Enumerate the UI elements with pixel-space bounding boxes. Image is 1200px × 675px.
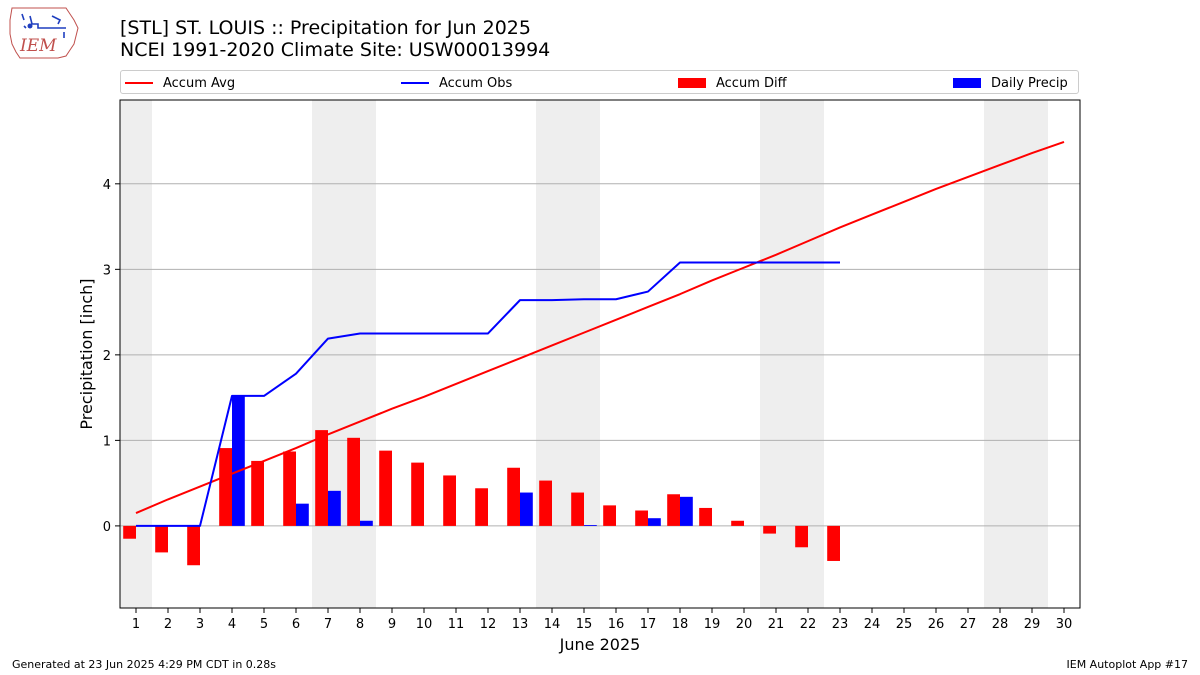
daily-precip-bar bbox=[328, 490, 341, 526]
legend-item-accum-avg: Accum Avg bbox=[125, 74, 235, 92]
accum-avg-line bbox=[135, 140, 1065, 514]
legend-swatch-accum-diff bbox=[678, 78, 706, 88]
x-tick-label: 11 bbox=[448, 617, 465, 632]
accum-diff-bar bbox=[539, 480, 552, 526]
x-tick-label: 19 bbox=[704, 617, 721, 632]
legend-swatch-accum-avg bbox=[125, 82, 153, 84]
x-tick-label: 13 bbox=[512, 617, 529, 632]
accum-diff-bar bbox=[635, 510, 648, 526]
x-tick-label: 26 bbox=[928, 617, 945, 632]
x-tick-label: 16 bbox=[608, 617, 625, 632]
legend-label-accum-obs: Accum Obs bbox=[439, 75, 513, 91]
accum-diff-bar bbox=[347, 437, 360, 526]
legend-label-accum-diff: Accum Diff bbox=[716, 75, 787, 91]
y-tick-label: 3 bbox=[103, 263, 111, 278]
x-tick-label: 2 bbox=[164, 617, 172, 632]
chart-title: [STL] ST. LOUIS :: Precipitation for Jun… bbox=[120, 17, 531, 39]
daily-precip-bar bbox=[648, 518, 661, 526]
weekend-band bbox=[760, 100, 824, 608]
accum-diff-bar bbox=[443, 475, 456, 526]
x-tick-label: 18 bbox=[672, 617, 689, 632]
x-tick-label: 30 bbox=[1056, 617, 1073, 632]
x-tick-label: 8 bbox=[356, 617, 364, 632]
accum-diff-bar bbox=[123, 525, 136, 539]
accum-diff-bar bbox=[667, 494, 680, 526]
logo-text: IEM bbox=[19, 36, 57, 56]
accum-diff-bar bbox=[827, 525, 840, 561]
x-axis-label: June 2025 bbox=[559, 635, 641, 654]
legend-item-daily-precip: Daily Precip bbox=[953, 74, 1068, 92]
weekend-band bbox=[312, 100, 376, 608]
plot-frame bbox=[119, 99, 1081, 609]
y-tick-label: 4 bbox=[103, 178, 111, 193]
legend-label-daily-precip: Daily Precip bbox=[991, 75, 1068, 91]
x-tick-label: 22 bbox=[800, 617, 817, 632]
accum-diff-bar bbox=[379, 450, 392, 526]
x-tick-label: 25 bbox=[896, 617, 913, 632]
daily-precip-bar bbox=[584, 525, 597, 526]
accum-diff-bar bbox=[731, 520, 744, 526]
y-tick-label: 2 bbox=[103, 349, 111, 364]
accum-diff-bar bbox=[411, 462, 424, 526]
accum-diff-bar bbox=[795, 525, 808, 548]
x-tick-label: 10 bbox=[416, 617, 433, 632]
x-tick-label: 27 bbox=[960, 617, 977, 632]
accum-diff-bar bbox=[315, 430, 328, 526]
x-tick-label: 12 bbox=[480, 617, 497, 632]
legend-swatch-daily-precip bbox=[953, 78, 981, 88]
accum-diff-bar bbox=[155, 525, 168, 553]
accum-diff-bar bbox=[251, 460, 264, 526]
weekend-band bbox=[120, 100, 152, 608]
chart-subtitle: NCEI 1991-2020 Climate Site: USW00013994 bbox=[120, 39, 551, 61]
legend-item-accum-diff: Accum Diff bbox=[678, 74, 787, 92]
accum-diff-bar bbox=[219, 448, 232, 526]
x-tick-label: 20 bbox=[736, 617, 753, 632]
footer-app: IEM Autoplot App #17 bbox=[1066, 658, 1189, 671]
accum-diff-bar bbox=[283, 451, 296, 526]
footer-generated: Generated at 23 Jun 2025 4:29 PM CDT in … bbox=[12, 658, 277, 671]
daily-precip-bar bbox=[296, 503, 309, 526]
x-tick-label: 23 bbox=[832, 617, 849, 632]
daily-precip-bar bbox=[360, 520, 373, 526]
chart-legend: Accum Avg Accum Obs Accum Diff Daily Pre… bbox=[120, 70, 1079, 94]
daily-precip-bar bbox=[680, 496, 693, 526]
x-tick-label: 3 bbox=[196, 617, 204, 632]
daily-precip-bar bbox=[232, 395, 245, 526]
x-tick-label: 28 bbox=[992, 617, 1009, 632]
accum-obs-line bbox=[136, 261, 840, 527]
weekend-band bbox=[536, 100, 600, 608]
y-tick-label: 0 bbox=[103, 520, 111, 535]
accum-diff-bar bbox=[475, 488, 488, 526]
x-tick-label: 14 bbox=[544, 617, 561, 632]
iem-logo: IEM bbox=[8, 6, 80, 60]
x-tick-label: 9 bbox=[388, 617, 396, 632]
x-tick-label: 7 bbox=[324, 617, 332, 632]
legend-label-accum-avg: Accum Avg bbox=[163, 75, 236, 91]
accum-diff-bar bbox=[763, 525, 776, 534]
accum-diff-bar bbox=[571, 492, 584, 526]
x-tick-label: 1 bbox=[132, 617, 140, 632]
accum-diff-bar bbox=[187, 525, 200, 566]
y-tick-label: 1 bbox=[103, 434, 111, 449]
x-tick-label: 15 bbox=[576, 617, 593, 632]
daily-precip-bar bbox=[520, 492, 533, 526]
x-tick-label: 5 bbox=[260, 617, 268, 632]
x-tick-label: 4 bbox=[228, 617, 236, 632]
accum-diff-bar bbox=[603, 505, 616, 526]
legend-swatch-accum-obs bbox=[401, 82, 429, 84]
y-axis-label: Precipitation [inch] bbox=[77, 278, 96, 429]
weekend-band bbox=[984, 100, 1048, 608]
accum-diff-bar bbox=[507, 467, 520, 526]
legend-item-accum-obs: Accum Obs bbox=[401, 74, 512, 92]
x-tick-label: 29 bbox=[1024, 617, 1041, 632]
accum-diff-bar bbox=[699, 507, 712, 526]
x-tick-label: 6 bbox=[292, 617, 300, 632]
x-tick-label: 21 bbox=[768, 617, 785, 632]
x-tick-label: 24 bbox=[864, 617, 881, 632]
x-tick-label: 17 bbox=[640, 617, 657, 632]
